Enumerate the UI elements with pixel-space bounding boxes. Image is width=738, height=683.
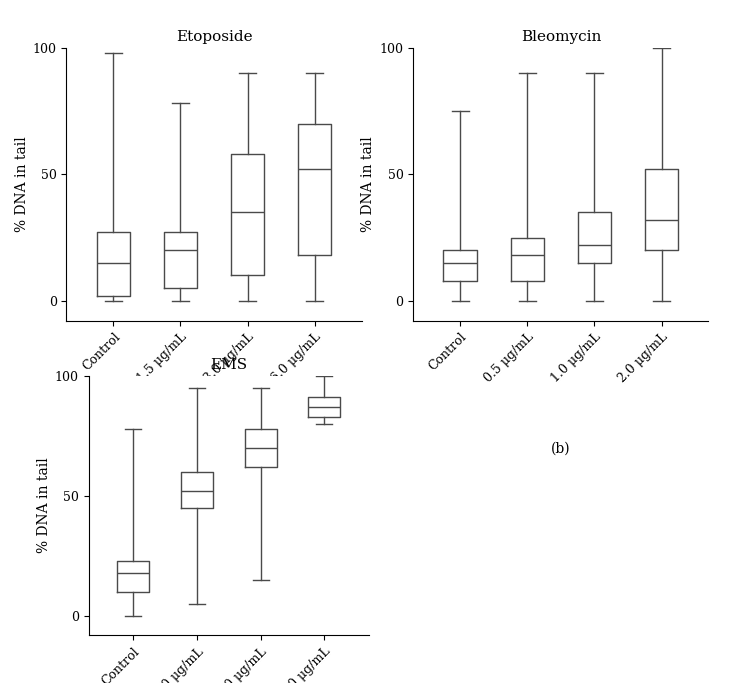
Text: (a): (a) xyxy=(204,441,224,455)
Text: (b): (b) xyxy=(551,441,570,455)
Title: Bleomycin: Bleomycin xyxy=(521,30,601,44)
Y-axis label: % DNA in tail: % DNA in tail xyxy=(362,137,376,232)
Title: EMS: EMS xyxy=(210,358,247,372)
Y-axis label: % DNA in tail: % DNA in tail xyxy=(37,458,51,553)
Y-axis label: % DNA in tail: % DNA in tail xyxy=(15,137,29,232)
Title: Etoposide: Etoposide xyxy=(176,30,252,44)
